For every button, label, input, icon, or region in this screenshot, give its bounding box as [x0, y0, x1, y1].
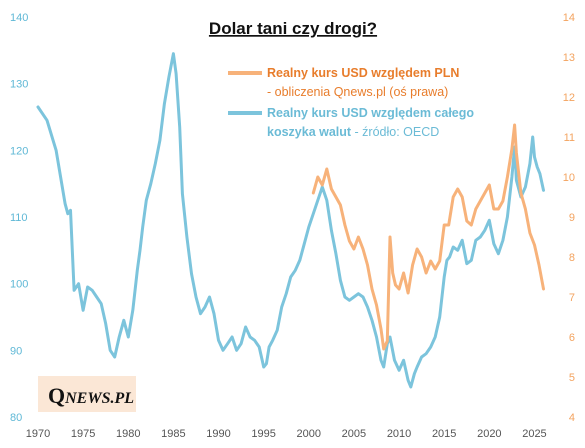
logo-text: QNEWS.PL	[48, 383, 134, 408]
y-right-tick-label: 6	[569, 332, 575, 344]
y-right-tick-label: 5	[569, 372, 575, 384]
x-tick-label: 1975	[71, 428, 95, 440]
y-right-tick-label: 14	[563, 12, 575, 24]
logo-letter-q: Q	[48, 383, 65, 408]
y-right-tick-label: 10	[563, 172, 575, 184]
legend-basket-line1: Realny kurs USD względem całego	[267, 106, 474, 120]
y-right-tick-label: 8	[569, 252, 575, 264]
y-left-tick-label: 120	[10, 145, 28, 157]
y-right-tick-label: 7	[569, 292, 575, 304]
chart-title: Dolar tani czy drogi?	[209, 19, 377, 38]
y-left-tick-label: 80	[10, 412, 22, 424]
series-layer	[36, 52, 545, 389]
legend-basket-line2-tail: - źródło: OECD	[351, 125, 439, 139]
legend-pln-line2: - obliczenia Qnews.pl (oś prawa)	[267, 85, 448, 99]
x-tick-label: 1995	[251, 428, 275, 440]
x-tick-label: 2025	[522, 428, 546, 440]
x-tick-label: 1990	[206, 428, 230, 440]
logo-background	[38, 376, 136, 412]
legend-pln-line1: Realny kurs USD względem PLN	[267, 66, 459, 80]
logo-letters-rest: NEWS.PL	[64, 390, 134, 407]
x-tick-label: 1980	[116, 428, 140, 440]
y-left-tick-label: 90	[10, 345, 22, 357]
y-right-tick-label: 13	[563, 52, 575, 64]
x-tick-label: 1970	[26, 428, 50, 440]
x-tick-label: 2000	[297, 428, 321, 440]
y-right-tick-label: 9	[569, 212, 575, 224]
legend-basket-line2-main: koszyka walut	[267, 125, 352, 139]
y-right-tick-label: 12	[563, 92, 575, 104]
y-left-tick-label: 110	[10, 212, 28, 224]
y-right-axis-ticks: 4 5 6 7 8 9 10 11 12 13 14	[563, 12, 575, 424]
x-tick-label: 2010	[387, 428, 411, 440]
x-axis-ticks: 1970 1975 1980 1985 1990 1995 2000 2005 2010 2015…	[26, 428, 547, 440]
series-line-basket	[36, 52, 545, 389]
y-right-tick-label: 11	[564, 132, 575, 144]
y-left-axis-ticks: 80 90 100 110 120 130 140	[10, 12, 28, 424]
y-left-tick-label: 100	[10, 279, 28, 291]
legend: Realny kurs USD względem PLN - obliczeni…	[228, 66, 474, 139]
x-tick-label: 2005	[342, 428, 366, 440]
x-tick-label: 2020	[477, 428, 501, 440]
logo: QNEWS.PL	[38, 376, 136, 412]
series-line-pln	[311, 123, 545, 351]
y-left-tick-label: 140	[10, 12, 28, 24]
y-left-tick-label: 130	[10, 79, 28, 91]
y-right-tick-label: 4	[569, 412, 575, 424]
legend-basket-line2: koszyka walut - źródło: OECD	[267, 125, 439, 139]
x-tick-label: 1985	[161, 428, 185, 440]
x-tick-label: 2015	[432, 428, 456, 440]
